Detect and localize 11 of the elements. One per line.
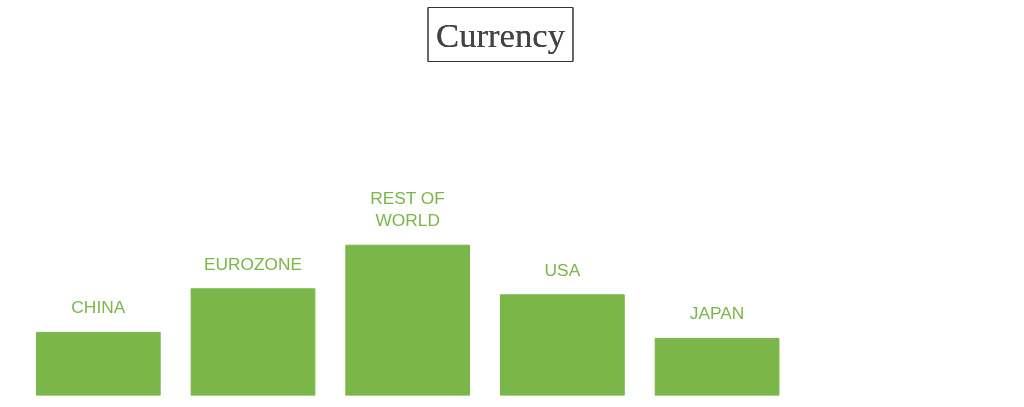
chart-title: Currency (436, 15, 566, 54)
x-tick-label: USA (544, 259, 581, 280)
bar (190, 288, 316, 396)
bar (345, 244, 471, 396)
x-tick-label: EUROZONE (203, 253, 303, 274)
x-tick-label: CHINA (71, 297, 126, 318)
x-tick-label: REST OF WORLD (370, 188, 445, 231)
bar (35, 331, 161, 396)
bar (654, 337, 780, 396)
x-tick-label: JAPAN (689, 303, 745, 324)
bar (500, 294, 625, 396)
